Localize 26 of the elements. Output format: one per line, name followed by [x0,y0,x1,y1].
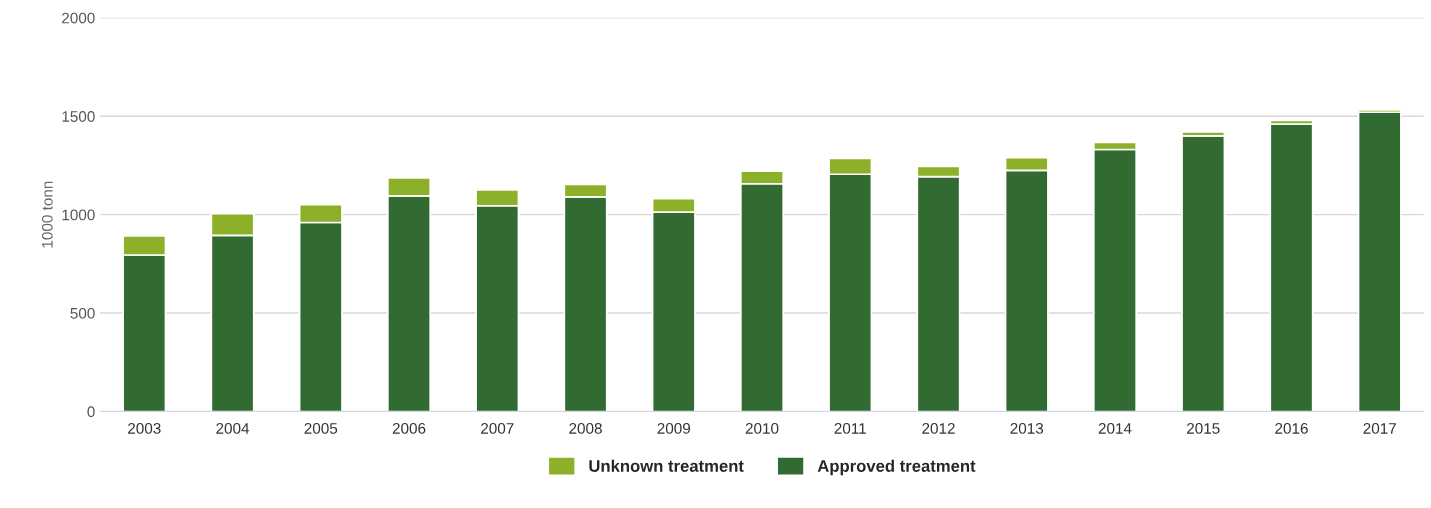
y-tick-label: 1000 [62,209,95,221]
x-tick-label: 2003 [128,422,161,434]
x-tick-label: 2013 [1010,422,1044,434]
x-tick-label: 2008 [569,422,602,434]
x-tick-label: 2016 [1275,422,1308,434]
x-tick-label: 2012 [922,422,955,434]
x-tick-label: 2017 [1363,422,1396,434]
legend-label: Unknown treatment [589,459,744,472]
x-tick-label: 2007 [481,422,514,434]
legend-label: Approved treatment [817,459,976,476]
x-tick-label: 2004 [216,422,250,434]
x-tick-label: 2006 [392,422,426,434]
x-tick-label: 2011 [834,422,866,434]
x-tick-label: 2015 [1187,422,1220,434]
x-tick-label: 2014 [1098,422,1132,434]
bar [1269,123,1314,412]
bar [1357,111,1402,412]
y-tick-label: 1500 [62,111,95,122]
bar [1181,135,1226,412]
y-axis-title: 1000 tonn [41,181,53,248]
y-tick-label: 0 [87,406,95,418]
y-tick-label: 2000 [62,12,95,24]
x-tick-label: 2009 [657,422,691,434]
x-tick-label: 2005 [304,422,338,434]
x-tick-label: 2010 [745,422,779,434]
y-tick-label: 500 [70,307,95,319]
